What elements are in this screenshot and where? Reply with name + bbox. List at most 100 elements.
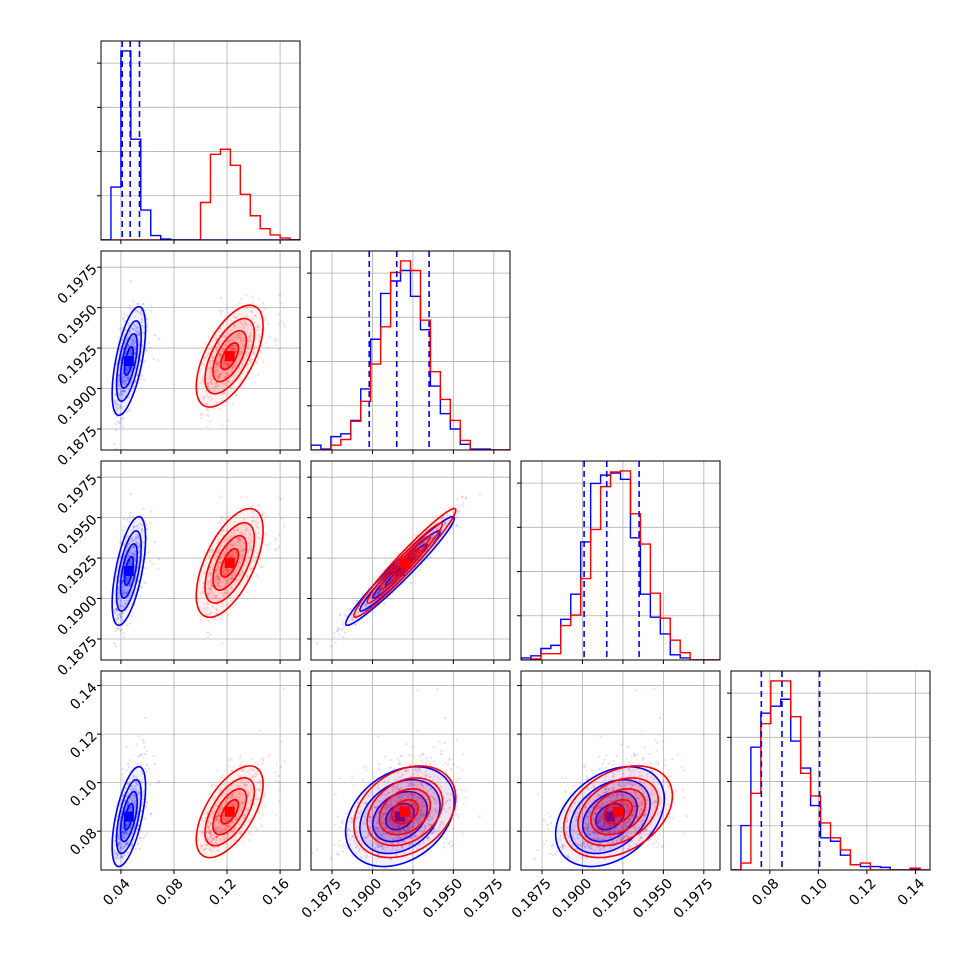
scatter-point (145, 801, 149, 804)
scatter-point (221, 605, 224, 608)
histogram-series-1 (101, 148, 300, 240)
scatter-point (209, 379, 213, 382)
scatter-point (222, 349, 225, 352)
scatter-point (127, 322, 130, 325)
scatter-point (210, 548, 214, 551)
scatter-point (120, 834, 124, 837)
scatter-point (277, 512, 281, 516)
scatter-point (301, 342, 303, 344)
scatter-point (130, 379, 134, 382)
scatter-point (122, 376, 125, 380)
scatter-point (114, 611, 117, 614)
scatter-point (240, 549, 244, 553)
scatter-point (222, 595, 225, 598)
scatter-point (130, 352, 133, 355)
scatter-point (217, 575, 220, 579)
scatter-point (224, 568, 227, 571)
scatter-point (128, 408, 132, 411)
scatter-point (224, 578, 227, 581)
scatter-point (123, 594, 126, 598)
scatter-point (376, 590, 380, 594)
scatter-point (113, 399, 116, 403)
scatter-point (215, 384, 218, 387)
scatter-point (127, 554, 130, 557)
scatter-point (206, 589, 209, 592)
scatter-point (235, 350, 238, 353)
scatter-point (158, 780, 161, 783)
scatter-point (125, 338, 128, 341)
scatter-point (365, 604, 368, 608)
scatter-point (134, 540, 137, 543)
scatter-point (242, 517, 246, 521)
scatter-point (376, 592, 380, 595)
scatter-point (227, 332, 230, 336)
scatter-point (217, 375, 221, 378)
scatter-point (149, 521, 152, 525)
scatter-point (136, 536, 139, 539)
scatter-point (219, 617, 223, 620)
scatter-point (228, 341, 232, 344)
scatter-point (213, 596, 217, 599)
scatter-point (238, 366, 241, 370)
scatter-point (248, 839, 251, 842)
scatter-point (114, 428, 118, 432)
scatter-point (139, 754, 142, 757)
scatter-point (200, 413, 203, 416)
scatter-point (254, 314, 257, 317)
scatter-point (228, 537, 231, 540)
scatter-point (216, 362, 220, 366)
scatter-point (127, 802, 130, 805)
scatter-point (123, 390, 127, 393)
scatter-point (124, 382, 127, 385)
scatter-point (118, 603, 122, 607)
scatter-point (232, 348, 236, 351)
panel-plot-area (311, 251, 510, 450)
scatter-point (125, 369, 128, 372)
scatter-point (136, 330, 140, 333)
scatter-point (223, 573, 226, 577)
scatter-point (131, 327, 135, 331)
scatter-point (127, 802, 130, 805)
scatter-point (255, 525, 259, 529)
scatter-point (142, 836, 145, 840)
scatter-point (145, 770, 149, 773)
scatter-point (135, 541, 138, 545)
scatter-point (222, 392, 225, 395)
scatter-point (217, 343, 220, 347)
scatter-point (119, 845, 122, 849)
scatter-point (141, 752, 144, 756)
scatter-point (260, 758, 264, 762)
scatter-point (234, 350, 238, 354)
scatter-point (218, 340, 222, 344)
scatter-point (119, 629, 122, 632)
scatter-point (120, 612, 124, 615)
scatter-point (121, 603, 124, 606)
scatter-point (344, 614, 348, 618)
scatter-point (227, 340, 230, 343)
scatter-point (208, 420, 212, 423)
scatter-point (223, 591, 227, 595)
scatter-point (125, 624, 129, 627)
scatter-point (200, 618, 203, 621)
scatter-point (206, 581, 209, 584)
scatter-point (125, 805, 128, 808)
scatter-point (313, 502, 315, 504)
scatter-point (125, 338, 129, 341)
scatter-point (282, 525, 285, 529)
scatter-point (200, 614, 203, 618)
scatter-point (222, 363, 226, 367)
scatter-point (115, 577, 118, 580)
scatter-point (129, 788, 132, 791)
scatter-point (350, 614, 354, 617)
scatter-point (124, 602, 127, 605)
scatter-point (216, 363, 219, 366)
scatter-point (210, 382, 214, 386)
scatter-point (228, 579, 231, 582)
scatter-point (122, 592, 125, 595)
scatter-point (126, 376, 129, 379)
scatter-point (210, 578, 213, 581)
scatter-point (247, 555, 251, 559)
scatter-point (126, 579, 129, 583)
scatter-point (229, 757, 232, 761)
scatter-point (255, 573, 259, 577)
